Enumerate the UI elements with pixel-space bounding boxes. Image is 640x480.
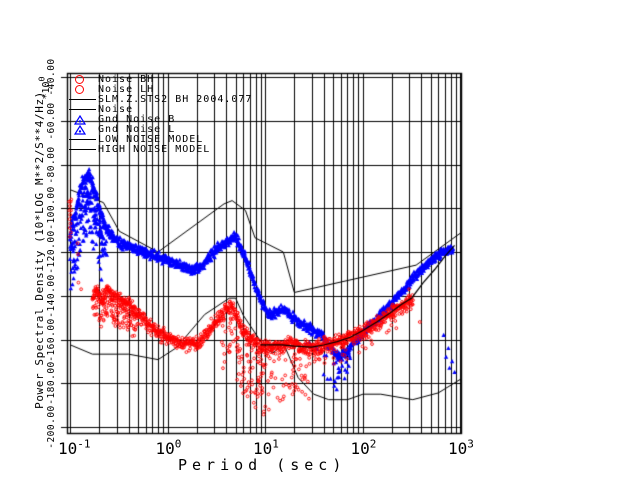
legend-item: Gnd Noise B [68, 114, 175, 125]
y-tick-label: -140.00 [46, 273, 57, 318]
legend-symbol-line-icon [68, 149, 98, 150]
legend-symbol-triangle-icon [68, 114, 98, 125]
y-tick-label: -40.00 [46, 58, 57, 96]
legend-symbol-line-icon [68, 99, 98, 100]
x-axis-label: Period (sec) [178, 456, 347, 474]
legend-item: Gnd Noise L [68, 124, 175, 135]
y-tick-label: -120.00 [46, 230, 57, 274]
legend-symbol-line-icon [68, 109, 98, 110]
x-tick-label: 101 [253, 437, 279, 458]
legend-item-label: LOW NOISE MODEL [98, 133, 204, 145]
y-tick-label: -180.00 [46, 361, 57, 406]
y-tick-label: -100.00 [46, 186, 57, 231]
legend-item-label: Noise LH [98, 83, 155, 95]
x-tick-label: 10-1 [58, 437, 91, 458]
legend-item-label: Noise BH [98, 73, 155, 85]
legend-item-label: HIGH NOISE MODEL [98, 143, 211, 155]
legend-item: SLM.Z.STS2 BH 2004.077 [68, 94, 252, 105]
legend-item: Noise [68, 104, 133, 115]
x-tick-label: 102 [350, 437, 377, 458]
legend-item: HIGH NOISE MODEL [68, 144, 210, 155]
legend-item-label: Gnd Noise B [98, 113, 176, 125]
legend-symbol-circle-icon [68, 85, 98, 94]
y-tick-label: -200.00 [46, 405, 57, 449]
legend-item-label: Gnd Noise L [98, 123, 176, 135]
legend-item: Noise LH [68, 84, 154, 95]
legend-symbol-line-icon [68, 139, 98, 140]
legend-item: Noise BH [68, 74, 154, 85]
legend-symbol-circle-icon [68, 75, 98, 84]
legend-symbol-triangle-icon [68, 124, 98, 135]
x-tick-label: 100 [155, 437, 182, 458]
x-tick-label: 103 [448, 437, 474, 458]
legend-item-label: Noise [98, 103, 134, 115]
y-axis-label: Power Spectral Density (10*LOG M**2/S**4… [33, 91, 46, 409]
y-tick-label: -80.00 [46, 145, 57, 184]
plot-title: SLM.Z.STS2 BH 2004.077 [98, 93, 253, 105]
y-tick-label: -60.00 [46, 102, 57, 140]
legend-item: LOW NOISE MODEL [68, 134, 203, 145]
y-tick-label: -160.00 [46, 317, 57, 362]
